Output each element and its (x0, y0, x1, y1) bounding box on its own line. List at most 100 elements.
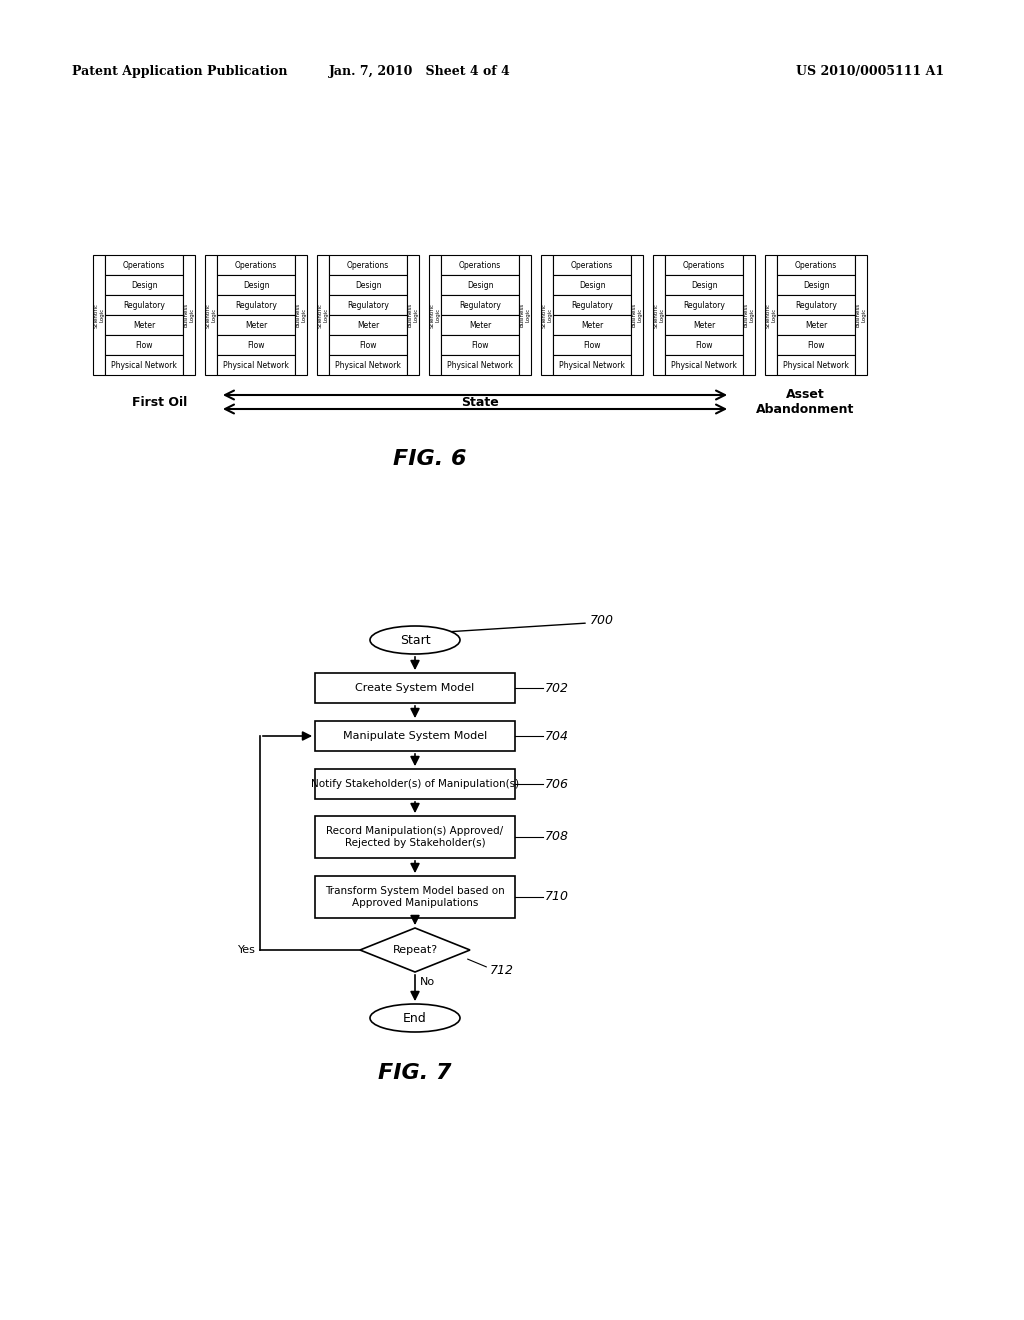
Bar (665, 335, 743, 355)
Bar (105, 294, 183, 315)
Bar (183, 255, 195, 375)
Text: Patent Application Publication: Patent Application Publication (72, 66, 288, 78)
Text: 712: 712 (490, 964, 514, 977)
Text: US 2010/0005111 A1: US 2010/0005111 A1 (796, 66, 944, 78)
Bar (217, 255, 295, 275)
Bar (217, 275, 295, 294)
Text: Physical Network: Physical Network (223, 360, 289, 370)
Text: Operations: Operations (683, 260, 725, 269)
Text: 710: 710 (545, 891, 569, 903)
Text: 706: 706 (545, 777, 569, 791)
Text: Meter: Meter (469, 321, 492, 330)
Bar (553, 275, 631, 294)
Text: Operations: Operations (234, 260, 278, 269)
Text: Transform System Model based on
Approved Manipulations: Transform System Model based on Approved… (326, 886, 505, 908)
Bar (205, 255, 217, 375)
Bar (329, 255, 407, 275)
Text: No: No (420, 977, 435, 987)
Text: Scientific
Logic: Scientific Logic (542, 302, 552, 327)
Text: Physical Network: Physical Network (111, 360, 177, 370)
Text: End: End (403, 1011, 427, 1024)
Bar (441, 315, 519, 335)
Bar (553, 255, 631, 275)
Text: Regulatory: Regulatory (571, 301, 613, 309)
Text: Design: Design (691, 281, 717, 289)
Text: Asset
Abandonment: Asset Abandonment (756, 388, 854, 416)
Text: FIG. 7: FIG. 7 (378, 1063, 452, 1082)
Text: Create System Model: Create System Model (355, 682, 475, 693)
Bar (441, 255, 519, 275)
Text: Scientific
Logic: Scientific Logic (430, 302, 440, 327)
Bar (553, 315, 631, 335)
Bar (441, 294, 519, 315)
Bar (217, 294, 295, 315)
Ellipse shape (370, 1005, 460, 1032)
Text: Operations: Operations (795, 260, 838, 269)
Text: Business
Logic: Business Logic (408, 302, 419, 327)
Text: Meter: Meter (133, 321, 155, 330)
Text: Regulatory: Regulatory (459, 301, 501, 309)
Ellipse shape (370, 626, 460, 653)
Bar (855, 255, 867, 375)
Bar (441, 355, 519, 375)
Text: Business
Logic: Business Logic (743, 302, 755, 327)
Bar (553, 294, 631, 315)
Text: Regulatory: Regulatory (683, 301, 725, 309)
Text: Scientific
Logic: Scientific Logic (317, 302, 329, 327)
Text: Physical Network: Physical Network (559, 360, 625, 370)
Text: Design: Design (131, 281, 158, 289)
Bar (441, 335, 519, 355)
Text: 700: 700 (590, 614, 614, 627)
Bar (777, 255, 855, 275)
Bar (665, 275, 743, 294)
Text: Meter: Meter (581, 321, 603, 330)
Text: Operations: Operations (123, 260, 165, 269)
Text: Physical Network: Physical Network (447, 360, 513, 370)
Bar (105, 275, 183, 294)
Text: Notify Stakeholder(s) of Manipulation(s): Notify Stakeholder(s) of Manipulation(s) (311, 779, 519, 789)
Bar (93, 255, 105, 375)
Text: Physical Network: Physical Network (335, 360, 401, 370)
Text: Design: Design (803, 281, 829, 289)
Bar (315, 721, 515, 751)
Text: Start: Start (399, 634, 430, 647)
Bar (765, 255, 777, 375)
Text: 708: 708 (545, 830, 569, 843)
Text: Meter: Meter (245, 321, 267, 330)
Bar (553, 355, 631, 375)
Bar (329, 315, 407, 335)
Bar (217, 355, 295, 375)
Bar (777, 355, 855, 375)
Text: Meter: Meter (693, 321, 715, 330)
Text: Manipulate System Model: Manipulate System Model (343, 731, 487, 741)
Bar (631, 255, 643, 375)
Bar (295, 255, 307, 375)
Text: Design: Design (354, 281, 381, 289)
Bar (665, 255, 743, 275)
Text: Meter: Meter (357, 321, 379, 330)
Text: Design: Design (243, 281, 269, 289)
Bar (315, 876, 515, 917)
Text: Flow: Flow (695, 341, 713, 350)
Text: Regulatory: Regulatory (123, 301, 165, 309)
Text: Regulatory: Regulatory (347, 301, 389, 309)
Text: Business
Logic: Business Logic (632, 302, 642, 327)
Text: Scientific
Logic: Scientific Logic (93, 302, 104, 327)
Text: Regulatory: Regulatory (795, 301, 837, 309)
Text: Business
Logic: Business Logic (296, 302, 306, 327)
Text: Flow: Flow (247, 341, 265, 350)
Bar (777, 315, 855, 335)
Bar (315, 770, 515, 799)
Text: Regulatory: Regulatory (236, 301, 276, 309)
Text: Jan. 7, 2010   Sheet 4 of 4: Jan. 7, 2010 Sheet 4 of 4 (329, 66, 511, 78)
Text: 704: 704 (545, 730, 569, 742)
Text: Flow: Flow (135, 341, 153, 350)
Text: Operations: Operations (570, 260, 613, 269)
Text: 702: 702 (545, 681, 569, 694)
Bar (541, 255, 553, 375)
Text: Scientific
Logic: Scientific Logic (206, 302, 216, 327)
Text: FIG. 6: FIG. 6 (393, 449, 467, 469)
Text: Flow: Flow (359, 341, 377, 350)
Bar (407, 255, 419, 375)
Text: State: State (461, 396, 499, 408)
